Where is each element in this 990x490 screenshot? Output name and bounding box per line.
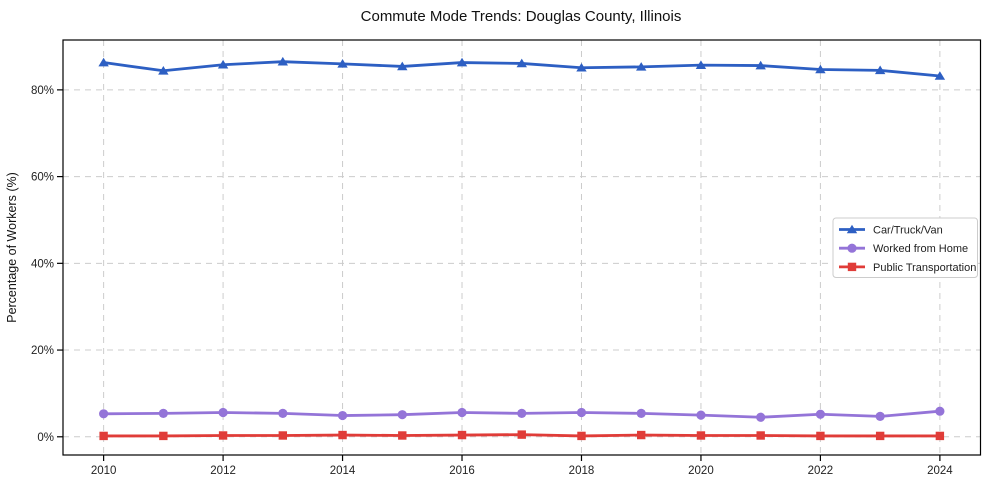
y-tick-label: 20% — [31, 345, 54, 357]
legend: Car/Truck/Van Worked from Home Public Tran… — [832, 217, 978, 278]
x-tick-label: 2012 — [210, 465, 236, 477]
marker-square — [398, 431, 407, 440]
marker-triangle — [456, 57, 468, 67]
series-worked-from-home — [99, 406, 945, 422]
marker-circle — [337, 410, 348, 421]
marker-triangle — [217, 59, 229, 69]
marker-square — [847, 262, 857, 272]
marker-circle — [397, 410, 407, 420]
series-layer — [98, 56, 946, 441]
marker-square — [457, 430, 467, 440]
legend-item-label: Car/Truck/Van — [873, 224, 943, 236]
legend-item-label: Worked from Home — [873, 243, 968, 255]
x-tick-label: 2018 — [569, 465, 595, 477]
marker-circle — [847, 243, 857, 253]
marker-triangle — [98, 57, 109, 67]
legend-item-label: Public Transportation — [873, 262, 976, 274]
marker-triangle — [934, 71, 946, 80]
legend-item-public-transportation: Public Transportation — [839, 262, 976, 274]
x-tick-label: 2016 — [449, 465, 475, 477]
marker-circle — [636, 408, 646, 418]
marker-circle — [815, 409, 826, 419]
marker-triangle — [397, 61, 408, 71]
marker-square — [159, 431, 168, 441]
marker-square — [99, 431, 108, 441]
marker-triangle — [576, 62, 587, 72]
marker-triangle — [846, 224, 858, 234]
marker-circle — [517, 408, 527, 418]
marker-triangle — [695, 60, 707, 69]
x-tick-label: 2020 — [688, 465, 714, 477]
axis-layer: 0% 20% 40% 60% 80% 2010 2012 2014 2016 2018 2020 20… — [31, 39, 982, 477]
marker-square — [935, 431, 945, 441]
marker-square — [816, 431, 825, 441]
marker-triangle — [516, 58, 527, 68]
x-tick-label: 2024 — [927, 465, 953, 477]
y-tick-label: 60% — [31, 172, 54, 184]
legend-item-car-truck-van: Car/Truck/Van — [839, 224, 943, 236]
marker-circle — [278, 408, 288, 418]
marker-circle — [218, 407, 228, 418]
marker-circle — [756, 412, 766, 422]
marker-triangle — [337, 59, 348, 68]
chart-title: Commute Mode Trends: Douglas County, Ill… — [361, 8, 682, 25]
marker-triangle — [874, 65, 886, 75]
y-tick-label: 80% — [31, 85, 54, 97]
marker-circle — [457, 407, 467, 418]
marker-square — [577, 431, 586, 441]
marker-square — [696, 431, 706, 440]
marker-square — [875, 431, 885, 441]
marker-triangle — [158, 65, 169, 75]
marker-circle — [158, 408, 168, 418]
y-axis-label: Percentage of Workers (%) — [5, 172, 19, 323]
series-car-truck-van — [98, 56, 946, 80]
marker-circle — [576, 407, 587, 418]
series-public-transportation — [99, 430, 945, 441]
marker-square — [517, 430, 526, 439]
legend-item-worked-from-home: Worked from Home — [839, 243, 968, 255]
marker-circle — [99, 409, 109, 419]
y-tick-label: 40% — [31, 258, 54, 270]
marker-square — [278, 431, 288, 440]
marker-square — [637, 430, 646, 440]
x-tick-label: 2010 — [91, 465, 117, 477]
marker-triangle — [277, 56, 289, 66]
legend-box — [832, 217, 978, 278]
marker-circle — [696, 410, 706, 420]
marker-triangle — [755, 60, 766, 70]
marker-triangle — [815, 64, 826, 74]
plot-border — [62, 39, 982, 456]
marker-triangle — [636, 62, 647, 71]
marker-circle — [935, 406, 945, 416]
marker-square — [756, 431, 765, 440]
y-tick-label: 0% — [37, 432, 54, 444]
x-tick-label: 2014 — [330, 465, 356, 477]
marker-square — [338, 430, 347, 440]
marker-square — [218, 431, 228, 440]
x-tick-label: 2022 — [808, 465, 834, 477]
marker-circle — [875, 411, 885, 422]
